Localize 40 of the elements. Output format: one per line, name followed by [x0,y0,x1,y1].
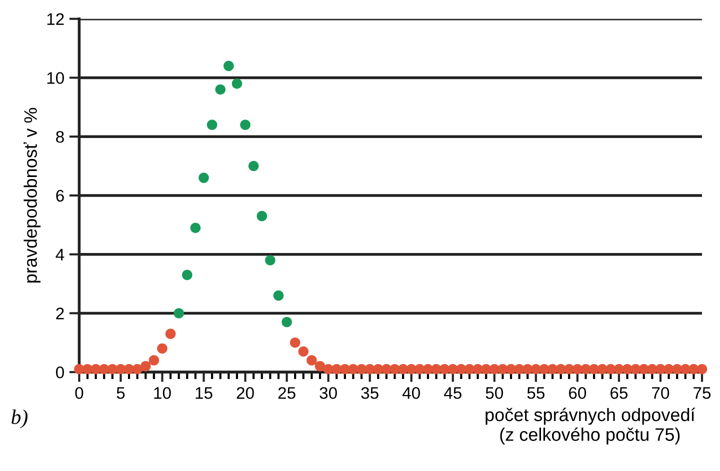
text: b) [12,409,28,428]
x-tick-label: 40 [402,387,420,399]
y-tick-label: 0 [56,366,64,378]
point [282,316,292,328]
point [215,84,226,95]
x-tick-label: 20 [236,387,254,399]
point [232,78,242,89]
x-tick-label: 25 [278,387,296,399]
y-tick-label: 4 [56,248,64,260]
x-tick-label: 30 [320,387,337,399]
point [174,308,184,318]
x-tick-label: 15 [196,387,212,399]
y-tick-label: 12 [47,13,64,25]
x-tick-label: 60 [569,387,586,399]
x-tick-label: 45 [444,387,462,399]
x-tick-label: 5 [116,387,125,399]
y-tick-label: 2 [56,308,64,320]
point [265,255,276,266]
point [273,290,284,301]
x-tick-label: 0 [75,387,84,399]
point [182,270,192,280]
point [240,120,250,130]
point [206,120,218,130]
point [256,210,268,222]
x-tick-label: 10 [154,387,171,399]
x-tick-label: 65 [610,387,628,399]
x-tick-label: 75 [694,387,711,399]
y-tick-label: 6 [56,190,64,202]
point [248,160,259,172]
x-tick-label: 70 [652,387,670,399]
point [198,172,209,183]
point [224,60,234,72]
x-axis-title: počet správnych odpovedí (z celkového počtu 75) [486,408,696,445]
x-tick-label: 55 [527,387,544,399]
x-tick-label: 50 [486,387,504,399]
point [190,222,201,233]
y-axis-title: pravdepodobnosť v % [24,108,41,282]
x-tick-label: 35 [361,387,378,399]
y-tick-label: 10 [47,72,64,84]
y-tick-label: 8 [56,130,64,143]
